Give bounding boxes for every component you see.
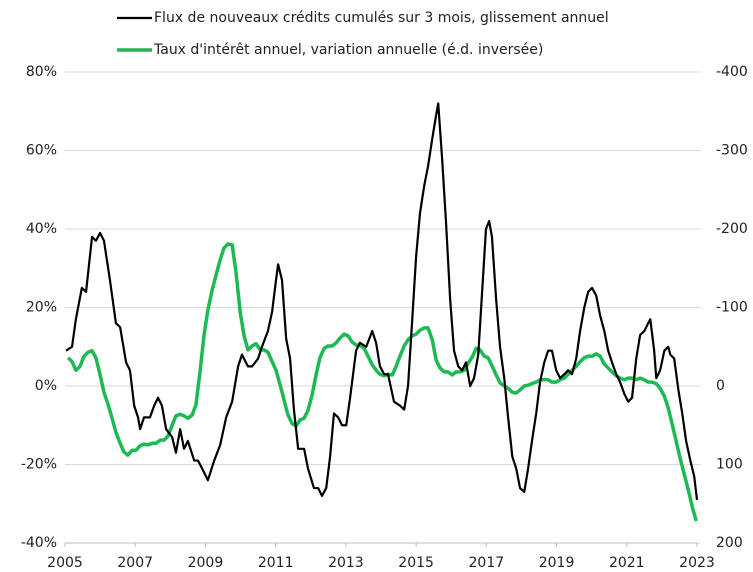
x-tick-label: 2009	[188, 555, 224, 571]
y2-tick-label: -100	[716, 300, 748, 316]
legend-label: Taux d'intérêt annuel, variation annuell…	[153, 42, 543, 58]
series-line	[66, 242, 698, 522]
y-tick-label: -20%	[21, 457, 57, 473]
x-tick-label: 2017	[469, 555, 505, 571]
y2-tick-label: -200	[716, 221, 748, 237]
x-tick-label: 2023	[679, 555, 715, 571]
x-tick-label: 2013	[328, 555, 364, 571]
x-tick-label: 2021	[609, 555, 645, 571]
y2-tick-label: 200	[716, 535, 743, 551]
y2-tick-label: -300	[716, 143, 748, 159]
y2-tick-label: 0	[716, 378, 725, 394]
x-tick-label: 2011	[258, 555, 294, 571]
series-line	[65, 102, 699, 500]
y-tick-label: 60%	[26, 143, 57, 159]
y-tick-label: -40%	[21, 535, 57, 551]
y-tick-label: 0%	[35, 378, 57, 394]
y2-tick-label: 100	[716, 457, 743, 473]
x-tick-label: 2019	[539, 555, 575, 571]
x-tick-label: 2015	[398, 555, 434, 571]
x-tick-label: 2005	[47, 555, 83, 571]
x-tick-label: 2007	[117, 555, 153, 571]
y2-tick-label: -400	[716, 64, 748, 80]
legend-label: Flux de nouveaux crédits cumulés sur 3 m…	[154, 10, 609, 26]
y-tick-label: 20%	[26, 300, 57, 316]
y-tick-label: 40%	[26, 221, 57, 237]
y-tick-label: 80%	[26, 64, 57, 80]
